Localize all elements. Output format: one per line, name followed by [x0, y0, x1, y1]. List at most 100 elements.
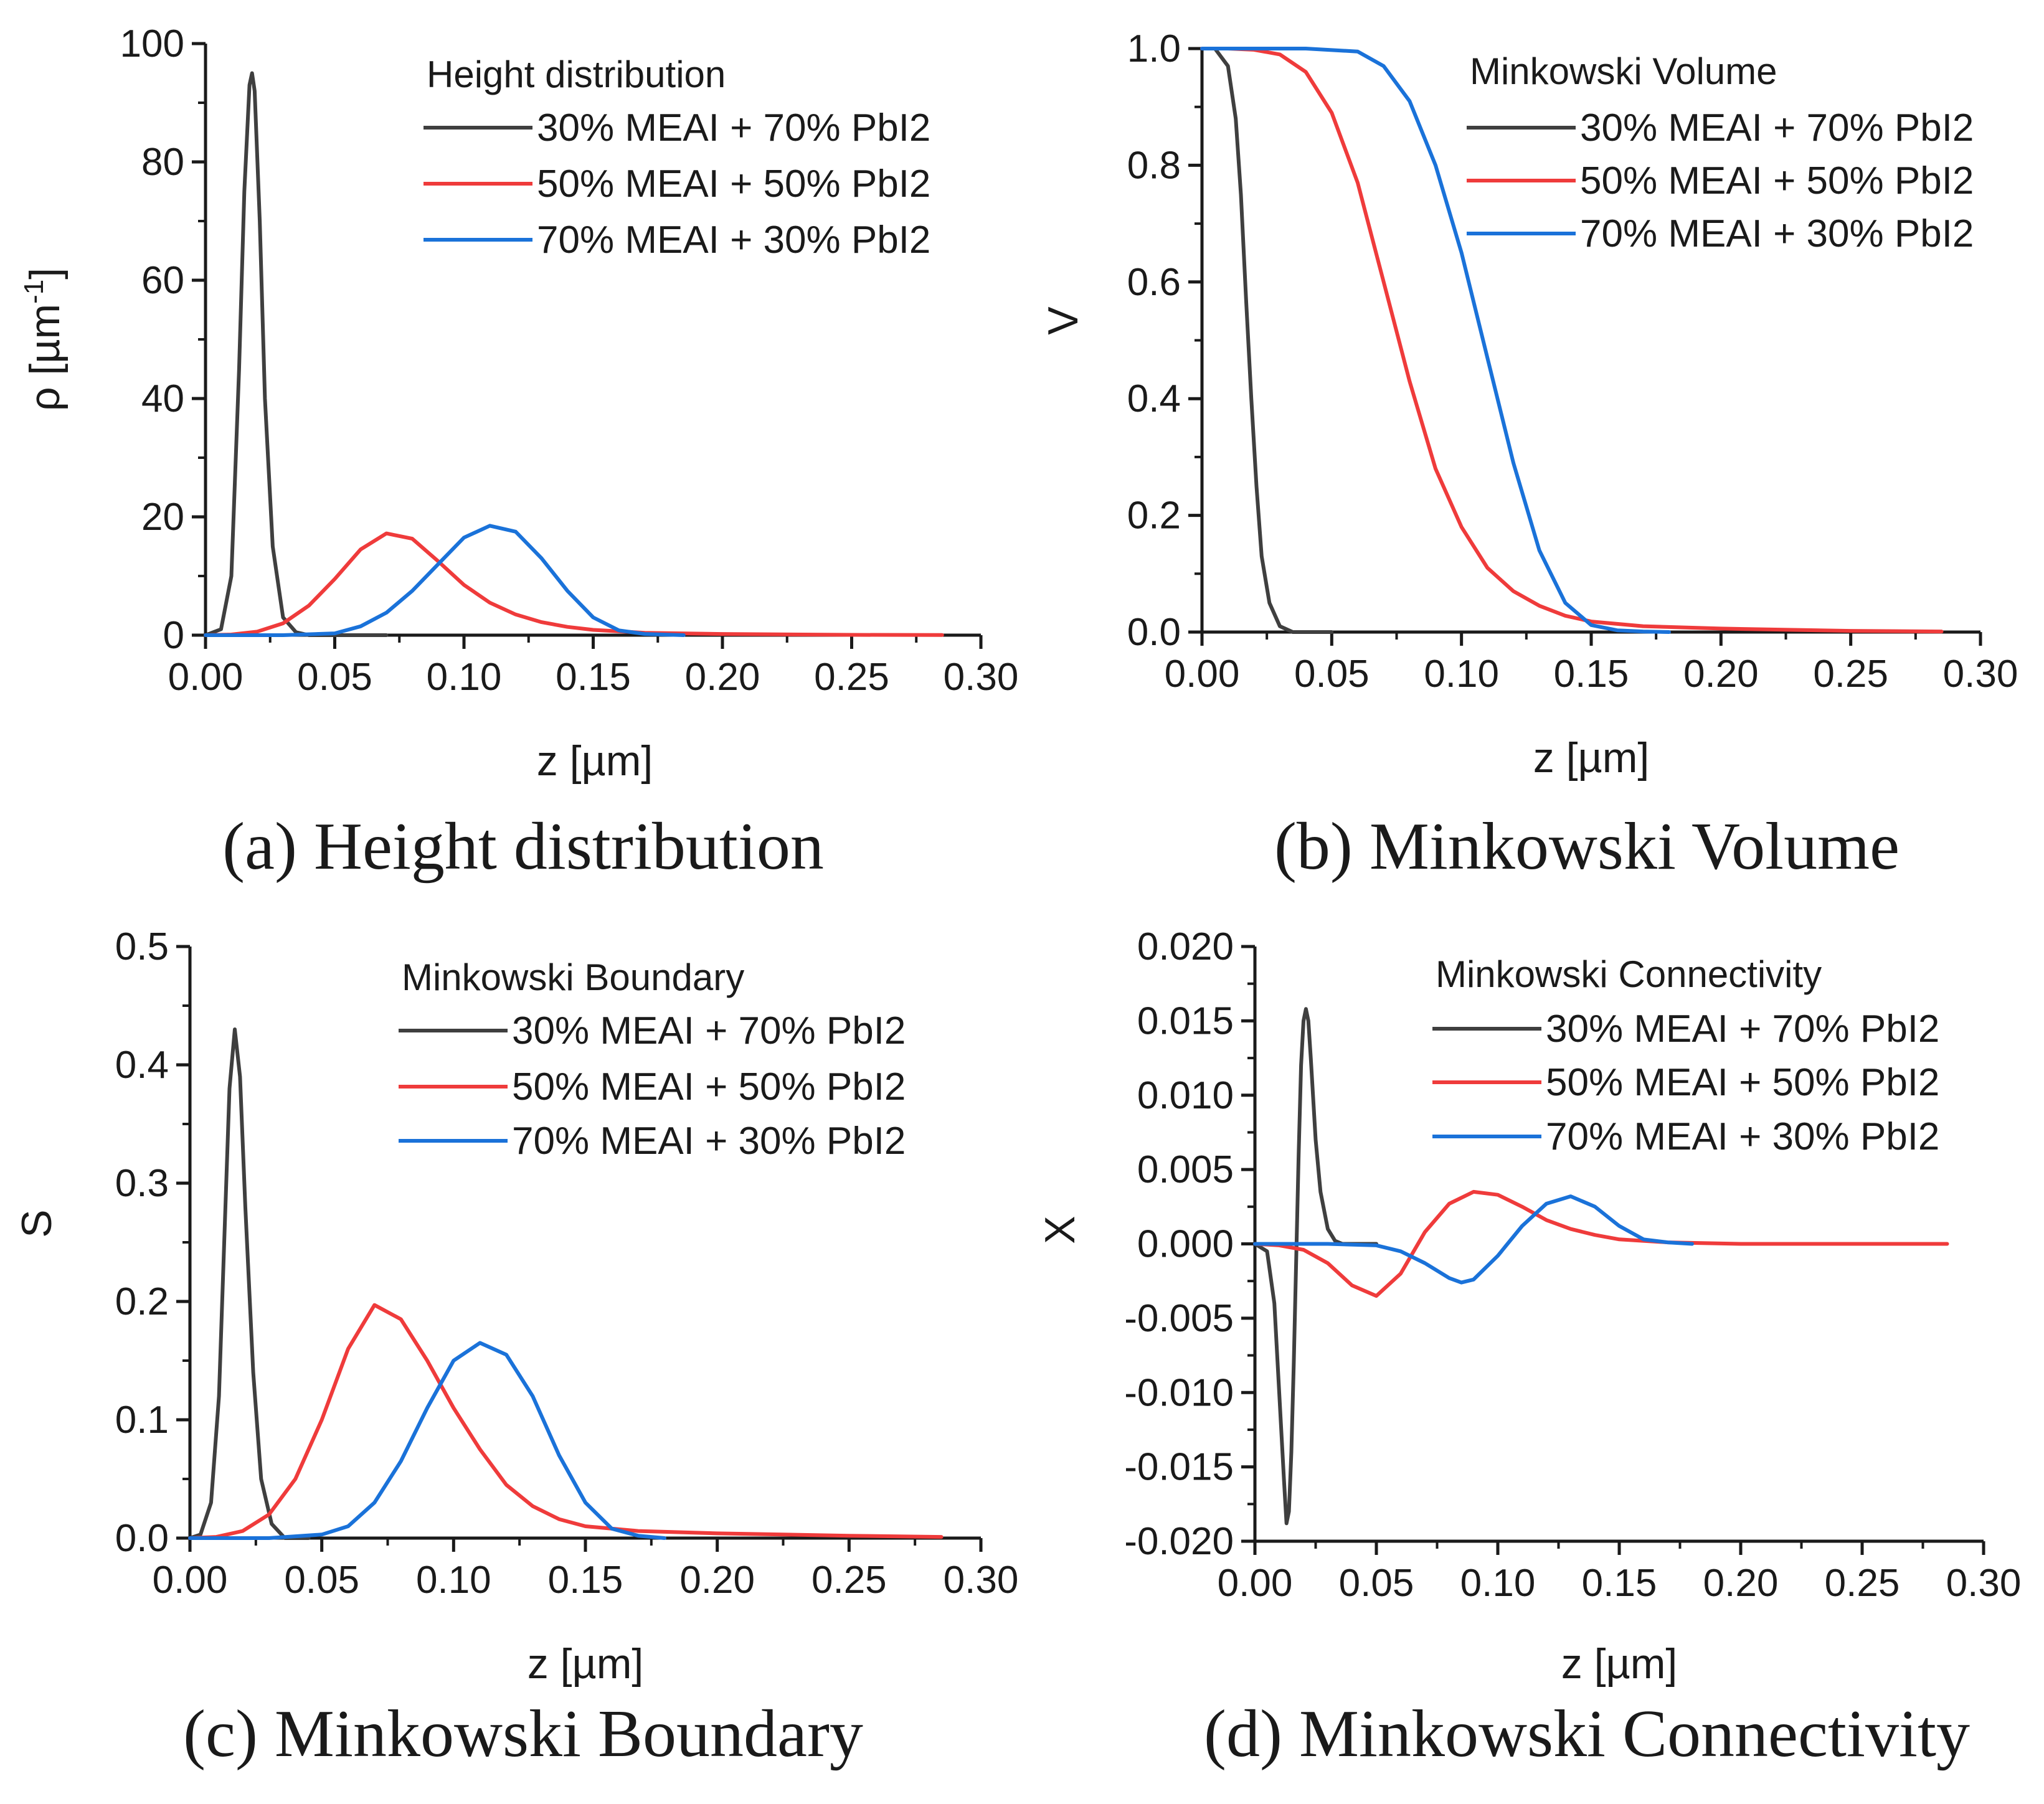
y-tick-label: 0.000 — [1137, 1223, 1234, 1266]
legend-title: Height distribution — [427, 54, 726, 95]
x-tick-label: 0.20 — [679, 1559, 755, 1602]
y-axis-label-suffix: ] — [21, 268, 69, 280]
y-tick-label: 0.2 — [115, 1280, 169, 1323]
x-tick-label: 0.00 — [1165, 653, 1240, 696]
x-tick-label: 0.05 — [284, 1559, 359, 1602]
y-tick-label: 0.020 — [1137, 925, 1234, 968]
legend: Minkowski Volume 30% MEAI + 70% PbI2 50% M… — [1467, 50, 1974, 255]
x-tick-label: 0.10 — [1460, 1562, 1536, 1605]
y-axis-label: V — [1039, 306, 1087, 335]
y-tick-label: -0.015 — [1124, 1446, 1234, 1489]
legend-label-2: 50% MEAI + 50% PbI2 — [512, 1065, 906, 1108]
y-tick-label: 80 — [141, 141, 184, 184]
y-tick-label: 100 — [120, 22, 184, 65]
x-tick-label: 0.25 — [811, 1559, 887, 1602]
y-tick-label: -0.020 — [1124, 1520, 1234, 1563]
legend-title: Minkowski Boundary — [402, 956, 744, 998]
series-line-2 — [204, 531, 944, 637]
x-tick-label: 0.00 — [153, 1559, 228, 1602]
panel-caption: (c) Minkowski Boundary — [183, 1697, 863, 1771]
y-tick-label: 0.005 — [1137, 1148, 1234, 1191]
chart-panel-c: 0.00 0.05 0.10 0.15 0.20 0.25 0.30 0.0 0.1 0.2 0.3… — [13, 925, 1018, 1771]
legend-label-3: 70% MEAI + 30% PbI2 — [537, 219, 930, 262]
x-tick-label: 0.30 — [1943, 653, 2018, 696]
y-axis-label-main: V — [1039, 306, 1087, 335]
legend-label-2: 50% MEAI + 50% PbI2 — [1546, 1061, 1939, 1104]
legend-label-1: 30% MEAI + 70% PbI2 — [537, 106, 930, 149]
x-tick-label: 0.10 — [416, 1559, 491, 1602]
x-tick-label: 0.30 — [1946, 1562, 2022, 1605]
series-line-3 — [188, 1341, 666, 1540]
y-axis-label: ρ [µm-1] — [19, 268, 69, 411]
y-axis-label-main: ρ [µm — [21, 304, 69, 411]
x-tick-label: 0.20 — [1683, 653, 1759, 696]
y-axis-label: X — [1036, 1216, 1084, 1244]
y-tick-label: 0.015 — [1137, 999, 1234, 1042]
legend-label-1: 30% MEAI + 70% PbI2 — [512, 1009, 906, 1052]
y-tick-label: 20 — [141, 496, 184, 539]
x-tick-label: 0.00 — [1218, 1562, 1293, 1605]
series-line-1 — [1253, 1007, 1378, 1526]
y-axis-label: S — [13, 1209, 60, 1237]
legend-label-2: 50% MEAI + 50% PbI2 — [1580, 159, 1974, 202]
panel-caption: (d) Minkowski Connectivity — [1204, 1697, 1970, 1771]
y-tick-label: 0.1 — [115, 1399, 169, 1442]
y-tick-label: 0.5 — [115, 925, 169, 968]
x-axis-label: z [µm] — [1533, 734, 1650, 782]
y-tick-label: 0.0 — [115, 1517, 169, 1560]
y-tick-label: -0.005 — [1124, 1297, 1234, 1340]
legend: Minkowski Boundary 30% MEAI + 70% PbI2 50%… — [399, 956, 906, 1163]
x-tick-label: 0.05 — [1294, 653, 1370, 696]
x-axis-label: z [µm] — [537, 737, 653, 785]
legend-title: Minkowski Connectivity — [1436, 953, 1822, 995]
y-axis-label-superscript: -1 — [19, 280, 49, 304]
series-line-3 — [204, 524, 686, 637]
legend-label-3: 70% MEAI + 30% PbI2 — [1546, 1115, 1939, 1158]
y-tick-label: 0.2 — [1127, 494, 1181, 537]
legend-label-1: 30% MEAI + 70% PbI2 — [1546, 1008, 1939, 1051]
series-line-3 — [1200, 47, 1671, 634]
y-tick-label: 0 — [163, 614, 184, 657]
x-tick-label: 0.15 — [1582, 1562, 1657, 1605]
series-line-2 — [1200, 47, 1944, 634]
y-tick-label: 0.6 — [1127, 261, 1181, 304]
panel-caption: (b) Minkowski Volume — [1274, 810, 1900, 884]
y-tick-label: -0.010 — [1124, 1371, 1234, 1414]
series-line-3 — [1253, 1194, 1694, 1285]
y-axis-label-main: X — [1036, 1216, 1084, 1244]
panel-caption: (a) Height distribution — [222, 810, 824, 884]
chart-panel-d: 0.00 0.05 0.10 0.15 0.20 0.25 0.30 -0.020 -0.015… — [1036, 925, 2021, 1771]
x-tick-label: 0.15 — [1554, 653, 1629, 696]
y-axis-label-main: S — [13, 1209, 60, 1237]
x-tick-label: 0.05 — [297, 656, 372, 699]
chart-panel-b: 0.00 0.05 0.10 0.15 0.20 0.25 0.30 0.0 0.2 0.4 0.6… — [1039, 27, 2018, 884]
x-tick-label: 0.25 — [814, 656, 889, 699]
x-tick-label: 0.20 — [1703, 1562, 1779, 1605]
x-axis-label: z [µm] — [1561, 1640, 1678, 1688]
y-tick-label: 0.4 — [1127, 377, 1181, 420]
y-tick-label: 40 — [141, 377, 184, 420]
x-tick-label: 0.15 — [548, 1559, 623, 1602]
y-tick-label: 0.010 — [1137, 1074, 1234, 1117]
x-tick-label: 0.15 — [556, 656, 631, 699]
series-line-1 — [188, 1027, 311, 1540]
x-tick-label: 0.25 — [1825, 1562, 1900, 1605]
x-tick-label: 0.10 — [427, 656, 502, 699]
legend: Height distribution 30% MEAI + 70% PbI2 50… — [423, 54, 930, 262]
legend-label-2: 50% MEAI + 50% PbI2 — [537, 163, 930, 205]
y-tick-label: 0.4 — [115, 1044, 169, 1087]
x-tick-label: 0.25 — [1813, 653, 1888, 696]
x-tick-label: 0.05 — [1339, 1562, 1414, 1605]
legend-label-3: 70% MEAI + 30% PbI2 — [1580, 212, 1974, 255]
series-line-1 — [1200, 47, 1334, 634]
series-line-2 — [188, 1303, 944, 1540]
y-tick-label: 1.0 — [1127, 27, 1181, 70]
x-tick-label: 0.10 — [1424, 653, 1499, 696]
x-axis-label: z [µm] — [528, 1640, 644, 1688]
legend-label-3: 70% MEAI + 30% PbI2 — [512, 1120, 906, 1163]
x-tick-label: 0.20 — [685, 656, 760, 699]
legend-title: Minkowski Volume — [1470, 50, 1777, 92]
chart-panel-a: 0.00 0.05 0.10 0.15 0.20 0.25 0.30 0 20 40 60 80 100… — [19, 22, 1018, 884]
x-tick-label: 0.30 — [944, 1559, 1019, 1602]
